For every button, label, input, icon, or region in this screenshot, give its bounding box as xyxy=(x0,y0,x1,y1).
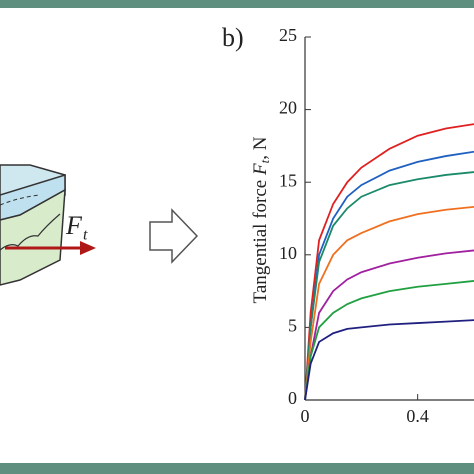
x-tick-label: 0 xyxy=(301,406,310,426)
data-line xyxy=(304,205,474,401)
top-band xyxy=(0,0,474,8)
y-label-symbol: F xyxy=(250,163,271,176)
x-tick-label: 0.4 xyxy=(406,406,429,426)
y-tick-label: 20 xyxy=(279,98,297,118)
y-label-unit: , N xyxy=(250,136,271,160)
panel-label: b) xyxy=(222,23,244,52)
specimen-diagram xyxy=(0,164,199,286)
y-axis-label: Tangential force Ft, N xyxy=(250,136,272,303)
y-tick-label: 10 xyxy=(279,243,297,263)
bottom-band xyxy=(0,463,474,474)
force-symbol: F xyxy=(65,211,83,240)
y-tick-label: 25 xyxy=(279,25,297,45)
y-tick-label: 5 xyxy=(288,316,297,336)
data-line xyxy=(304,150,474,401)
data-line xyxy=(304,280,474,401)
data-line xyxy=(304,319,474,401)
data-line xyxy=(304,249,474,401)
y-label-text: Tangential force xyxy=(250,175,271,303)
data-line xyxy=(304,123,474,401)
force-subscript: t xyxy=(83,227,88,244)
data-line xyxy=(304,171,474,401)
y-label-subscript: t xyxy=(257,159,272,163)
y-tick-label: 15 xyxy=(279,170,297,190)
y-tick-label: 0 xyxy=(288,388,297,408)
